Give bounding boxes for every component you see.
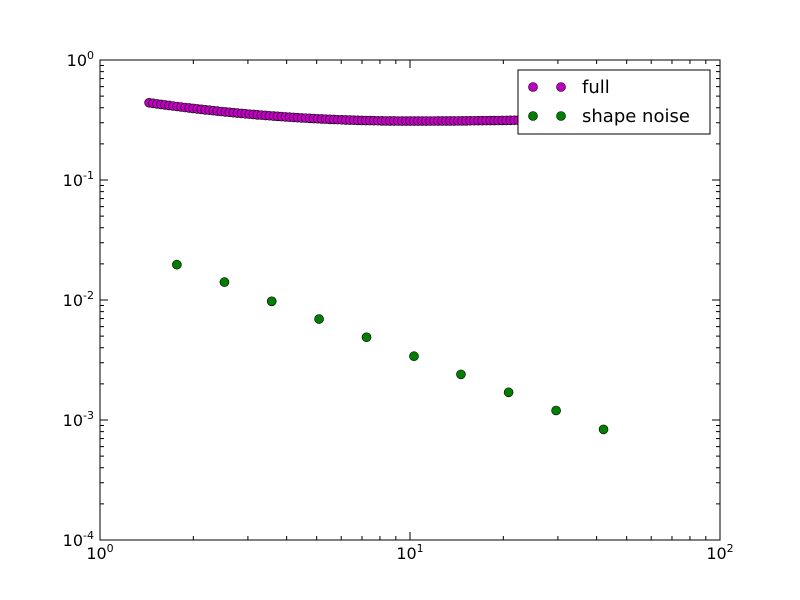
y-tick-label: 100	[67, 49, 94, 70]
x-tick-label: 100	[86, 542, 113, 563]
shape-noise-point	[503, 387, 514, 398]
axis-ticks: 100 101 102 100 10-1 10-2 10-3 10-4	[63, 49, 734, 563]
y-tick-label: 10-2	[63, 289, 94, 310]
shape-noise-point	[219, 277, 230, 287]
legend-marker	[528, 82, 538, 92]
legend: full shape noise	[517, 69, 711, 135]
legend-label: full	[582, 77, 610, 98]
shape-noise-point	[551, 405, 561, 416]
shape-noise-point	[409, 351, 419, 362]
x-tick-label: 101	[396, 542, 423, 563]
data-points	[144, 97, 632, 435]
shape-noise-point	[172, 259, 182, 270]
x-tick-label: 102	[706, 542, 733, 563]
legend-marker	[556, 111, 566, 121]
shape-noise-point	[361, 332, 372, 343]
shape-noise-point	[598, 424, 609, 435]
legend-marker	[528, 111, 538, 121]
legend-label: shape noise	[582, 106, 690, 127]
shape-noise-point	[456, 369, 466, 380]
shape-noise-point	[266, 296, 277, 307]
legend-marker	[556, 82, 566, 92]
legend-box	[517, 69, 711, 135]
y-tick-label: 10-4	[63, 529, 94, 550]
y-tick-label: 10-3	[63, 409, 94, 430]
shape-noise-point	[314, 314, 324, 324]
y-tick-label: 10-1	[63, 169, 94, 190]
